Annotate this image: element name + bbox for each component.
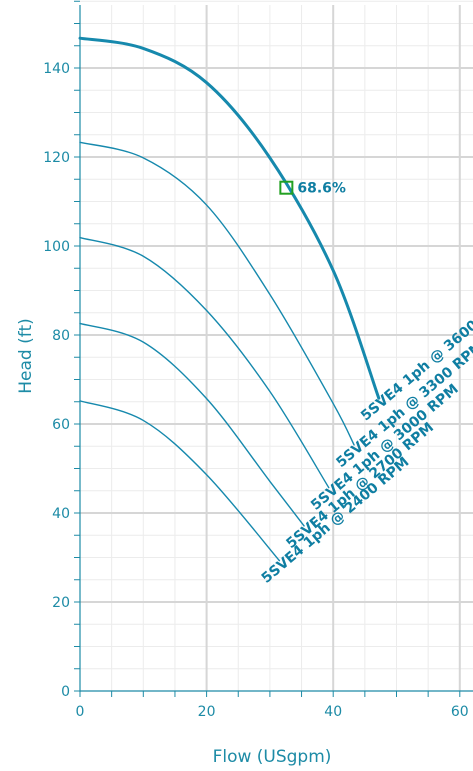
y-tick-label: 0 [61, 684, 70, 700]
tick-labels: 0 20 40 60 80 100 120 140 0 20 40 60 [43, 61, 468, 720]
major-gridlines [80, 5, 473, 691]
curve-label: 5SVE4 1ph @ 2400 RPM [259, 454, 413, 587]
axes [74, 0, 473, 697]
y-tick-label: 100 [43, 239, 70, 255]
y-tick-label: 80 [52, 328, 70, 344]
y-tick-label: 140 [43, 61, 70, 77]
y-tick-label: 60 [52, 417, 70, 433]
x-tick-label: 40 [324, 704, 342, 720]
pump-curve-line [79, 400, 281, 562]
efficiency-marker [279, 180, 294, 195]
pump-curve-line [79, 236, 330, 489]
y-tick-label: 40 [52, 506, 70, 522]
x-tick-label: 60 [451, 704, 469, 720]
pump-curve-line [79, 141, 355, 446]
minor-gridlines [80, 0, 473, 691]
y-axis-title: Head (ft) [16, 318, 36, 393]
pump-curves [78, 36, 381, 562]
y-tick-label: 20 [52, 595, 70, 611]
x-tick-label: 0 [76, 704, 85, 720]
efficiency-marker-group: 68.6% [279, 180, 346, 197]
pump-curve-line [79, 322, 305, 527]
x-axis-title: Flow (USgpm) [213, 747, 332, 767]
x-tick-label: 20 [198, 704, 216, 720]
y-tick-label: 120 [43, 150, 70, 166]
efficiency-label: 68.6% [297, 181, 346, 197]
pump-curve-line [78, 36, 381, 400]
